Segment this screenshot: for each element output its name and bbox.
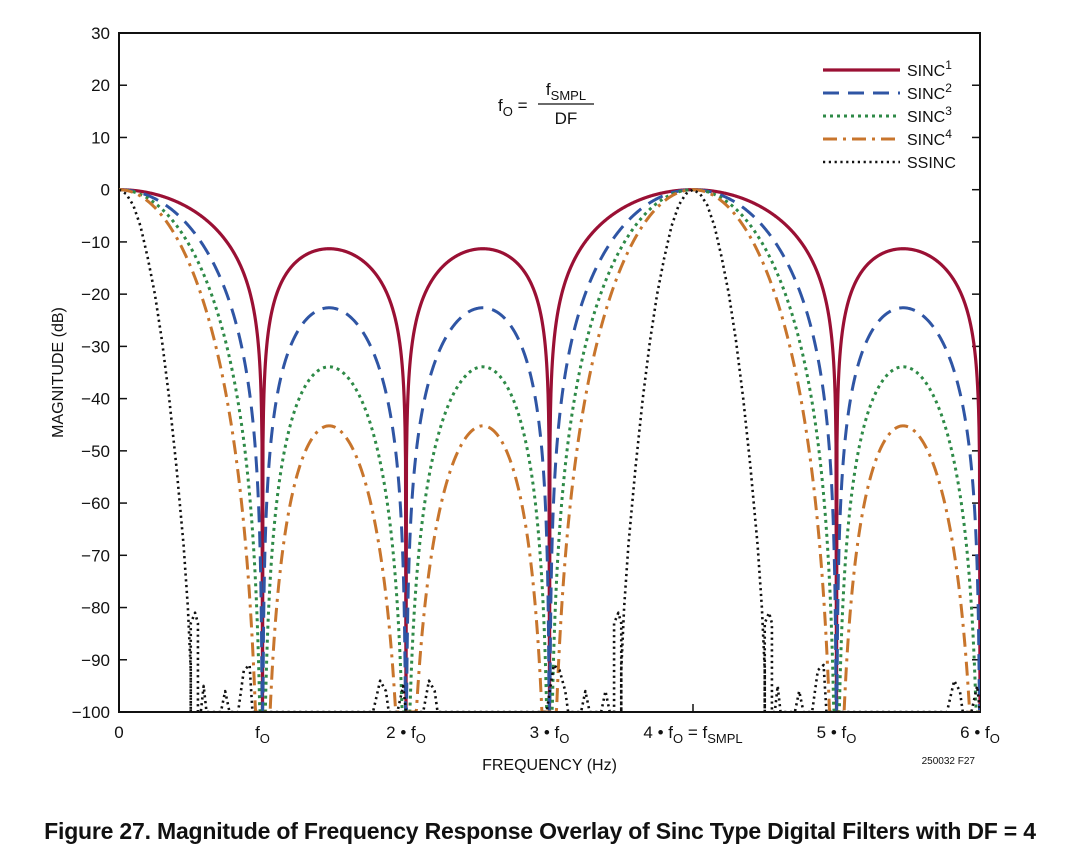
figure-code: 250032 F27 (922, 756, 976, 767)
x-tick-label: 0 (114, 723, 123, 742)
legend-label: SINC2 (907, 81, 952, 103)
legend-label: SINC3 (907, 104, 952, 126)
y-tick-label: −30 (81, 337, 110, 356)
x-tick-label: 6 • fO (960, 723, 1000, 746)
y-tick-label: 30 (91, 24, 110, 43)
formula-lhs: fO = (498, 96, 528, 119)
y-tick-label: −70 (81, 546, 110, 565)
y-tick-label: −90 (81, 651, 110, 670)
y-tick-label: 10 (91, 128, 110, 147)
y-tick-label: 0 (101, 181, 110, 200)
y-tick-label: −50 (81, 442, 110, 461)
y-tick-label: −80 (81, 599, 110, 618)
y-tick-label: 20 (91, 76, 110, 95)
legend-label: SINC4 (907, 127, 952, 149)
y-tick-label: −60 (81, 494, 110, 513)
x-tick-label: fO (255, 723, 270, 746)
legend-label: SINC1 (907, 58, 952, 80)
x-tick-label: 2 • fO (386, 723, 426, 746)
x-tick-label: 5 • fO (817, 723, 857, 746)
y-tick-label: −10 (81, 233, 110, 252)
formula-denominator: DF (555, 109, 578, 128)
x-axis-title: FREQUENCY (Hz) (482, 757, 617, 774)
plot-area (118, 32, 981, 713)
x-tick-label: 3 • fO (530, 723, 570, 746)
legend-label: SSINC (907, 155, 956, 172)
y-axis-title: MAGNITUDE (dB) (50, 307, 67, 438)
x-tick-label: 4 • fO = fSMPL (643, 723, 742, 746)
y-tick-label: −100 (72, 703, 110, 722)
figure-caption: Figure 27. Magnitude of Frequency Respon… (44, 818, 1036, 844)
y-tick-label: −40 (81, 390, 110, 409)
y-tick-label: −20 (81, 285, 110, 304)
formula-numerator: fSMPL (546, 80, 586, 103)
